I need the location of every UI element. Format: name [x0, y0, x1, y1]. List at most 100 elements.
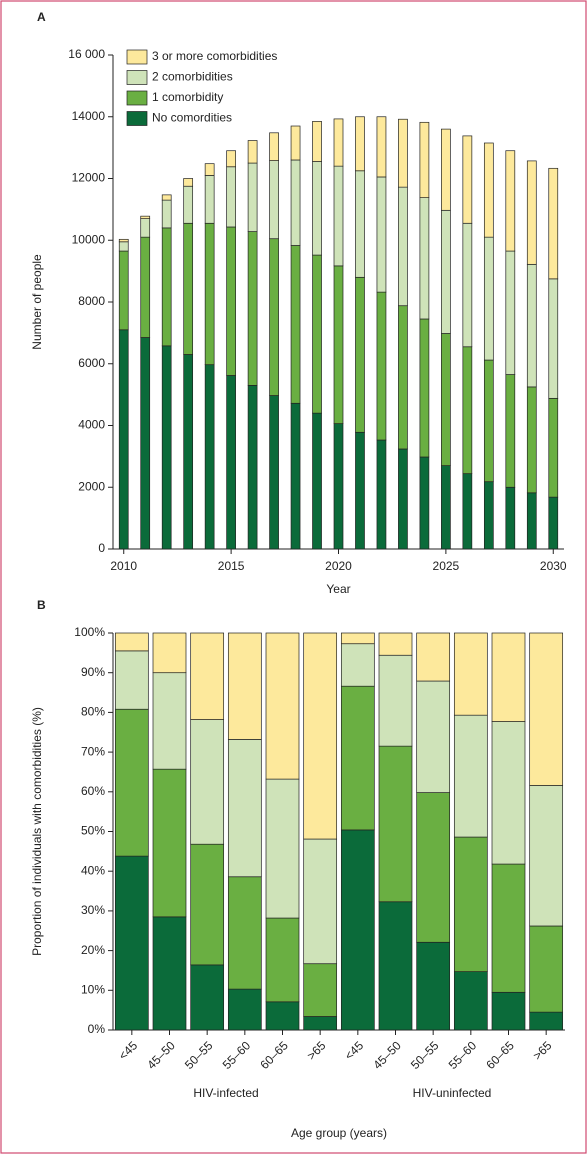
bar-segment [265, 778, 300, 919]
y-tick-label: 20% [81, 943, 105, 957]
x-tick-label: 2010 [110, 559, 137, 573]
bar-segment [118, 241, 129, 252]
bar-segment [491, 632, 526, 722]
bar-segment [378, 901, 413, 1031]
y-tick-label: 14000 [72, 109, 106, 123]
bar-segment [548, 278, 559, 399]
bar-segment [204, 163, 215, 176]
y-tick-label: 12000 [72, 171, 106, 185]
bar-segment [416, 941, 451, 1031]
bar-segment [355, 276, 365, 433]
bar-segment [376, 291, 387, 441]
bar-segment [204, 175, 215, 224]
bar-segment [183, 185, 194, 224]
bar-segment [333, 265, 344, 424]
y-tick-label: 40% [81, 863, 105, 877]
bar-segment [491, 863, 526, 993]
bar-segment [355, 431, 365, 550]
x-tick-label: >65 [530, 1038, 555, 1063]
bar-segment [441, 209, 451, 334]
bar-segment [416, 792, 451, 943]
bar-segment [140, 218, 151, 238]
x-tick-label: 2030 [540, 559, 567, 573]
bar-segment [190, 964, 225, 1031]
bar-segment [161, 194, 172, 201]
bar-segment [526, 263, 537, 388]
x-tick-label: 60–65 [257, 1038, 291, 1072]
bar-segment [378, 654, 413, 747]
bar-segment [491, 721, 526, 865]
bar-segment [140, 215, 151, 219]
bar-segment [355, 170, 365, 278]
bar-segment [483, 142, 494, 238]
panel-title: A [37, 10, 46, 24]
bar-segment [505, 486, 516, 550]
y-axis-label: Number of people [30, 254, 44, 350]
bar-segment [303, 632, 338, 840]
bar-segment [462, 135, 473, 224]
bar-segment [483, 359, 494, 483]
y-tick-label: 10000 [72, 232, 106, 246]
bar-segment [303, 1016, 338, 1031]
bar-segment [118, 329, 129, 550]
bar-segment [269, 132, 279, 161]
y-tick-label: 50% [81, 824, 105, 838]
bar-segment [312, 254, 322, 414]
y-tick-label: 90% [81, 665, 105, 679]
bar-segment [529, 785, 564, 927]
x-tick-label: 55–60 [446, 1038, 480, 1072]
bar-segment [378, 632, 413, 656]
bar-segment [290, 245, 301, 404]
bar-segment [247, 231, 258, 386]
bar-segment [505, 374, 516, 488]
bar-segment [247, 140, 258, 164]
y-tick-label: 8000 [78, 294, 105, 308]
legend-label: 1 comorbidity [152, 90, 223, 104]
x-tick-label: 50–55 [408, 1038, 442, 1072]
bar-segment [462, 222, 473, 348]
bar-segment [226, 226, 236, 376]
bar-segment [548, 397, 559, 498]
bar-segment [290, 402, 301, 550]
bar-segment [378, 745, 413, 903]
bar-segment [161, 199, 172, 229]
legend-swatch [126, 49, 148, 65]
group-label: HIV-uninfected [413, 1086, 492, 1100]
legend-swatch [126, 70, 148, 85]
bar-segment [340, 632, 375, 645]
bar-segment [152, 672, 187, 770]
bar-segment [161, 345, 172, 550]
bar-segment [312, 121, 322, 162]
bar-segment [226, 375, 236, 550]
bar-segment [526, 386, 537, 494]
bar-segment [190, 632, 225, 720]
bar-segment [114, 650, 149, 710]
bar-segment [453, 714, 488, 838]
bar-segment [526, 160, 537, 265]
bar-segment [118, 250, 129, 331]
y-tick-label: 16 000 [68, 47, 105, 61]
bar-segment [190, 719, 225, 845]
legend-label: No comordities [152, 111, 232, 125]
y-tick-label: 30% [81, 903, 105, 917]
bar-segment [441, 465, 451, 550]
x-tick-label: 45–50 [144, 1038, 178, 1072]
bar-segment [114, 708, 149, 857]
y-tick-label: 4000 [78, 418, 105, 432]
bar-segment [227, 876, 262, 990]
bar-segment [483, 481, 494, 550]
panel-title: B [37, 598, 46, 612]
bar-segment [376, 116, 387, 178]
bar-segment [290, 125, 301, 161]
bar-segment [204, 222, 215, 366]
bar-segment [355, 116, 365, 172]
bar-segment [140, 337, 151, 550]
bar-segment [505, 250, 516, 375]
bar-segment [290, 159, 301, 246]
bar-segment [183, 354, 194, 550]
bar-segment [269, 395, 279, 550]
bar-segment [441, 128, 451, 211]
bar-segment [453, 836, 488, 972]
